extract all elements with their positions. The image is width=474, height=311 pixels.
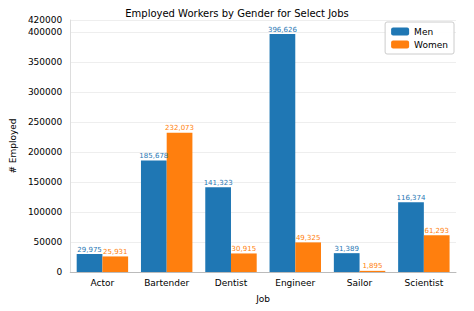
svg-text:350000: 350000 [28,57,63,67]
svg-text:Sailor: Sailor [347,278,373,288]
svg-text:1,895: 1,895 [362,262,382,270]
svg-text:# Employed: # Employed [8,118,18,173]
svg-text:Job: Job [255,294,270,304]
svg-text:Actor: Actor [91,278,115,288]
svg-text:Men: Men [414,27,433,37]
svg-text:141,323: 141,323 [204,179,233,187]
svg-text:100000: 100000 [28,207,63,217]
svg-text:Engineer: Engineer [275,278,315,288]
svg-text:420000: 420000 [28,15,63,25]
svg-text:Employed Workers by Gender for: Employed Workers by Gender for Select Jo… [125,8,349,19]
svg-text:Dentist: Dentist [215,278,248,288]
svg-text:150000: 150000 [28,177,63,187]
svg-text:25,931: 25,931 [103,248,128,256]
svg-text:29,975: 29,975 [77,246,102,254]
svg-text:61,293: 61,293 [424,227,449,235]
svg-text:300000: 300000 [28,87,63,97]
svg-text:30,915: 30,915 [232,245,257,253]
svg-text:400000: 400000 [28,27,63,37]
svg-text:Scientist: Scientist [405,278,444,288]
svg-text:0: 0 [57,267,63,277]
svg-text:396,626: 396,626 [268,26,297,34]
svg-text:250000: 250000 [28,117,63,127]
svg-text:200000: 200000 [28,147,63,157]
svg-text:31,389: 31,389 [334,245,359,253]
svg-text:Women: Women [414,40,448,50]
svg-text:50000: 50000 [34,237,63,247]
svg-text:Bartender: Bartender [144,278,189,288]
svg-text:116,374: 116,374 [397,194,426,202]
svg-text:185,678: 185,678 [139,152,168,160]
svg-text:232,073: 232,073 [165,124,194,132]
svg-text:49,325: 49,325 [296,234,321,242]
